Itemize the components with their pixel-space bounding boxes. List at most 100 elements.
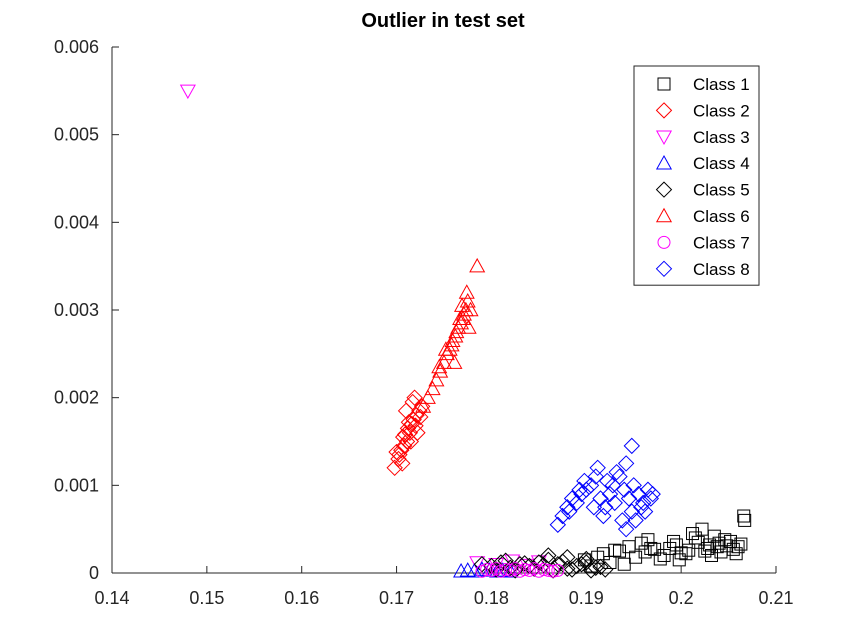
data-point	[459, 562, 476, 577]
data-point	[595, 507, 612, 525]
data-point	[437, 341, 454, 356]
data-point	[627, 512, 644, 529]
data-point	[404, 393, 421, 411]
legend-label: Class 1	[693, 75, 750, 94]
legend-marker	[655, 154, 673, 170]
x-tick-label: 0.21	[758, 588, 793, 608]
data-point	[641, 533, 655, 547]
data-point	[688, 531, 702, 545]
data-point	[737, 509, 751, 523]
data-point	[480, 562, 494, 576]
y-tick-label: 0.002	[54, 388, 99, 408]
data-point	[448, 323, 465, 339]
legend-label: Class 7	[693, 233, 750, 252]
data-point	[431, 358, 448, 374]
data-point	[424, 380, 441, 396]
data-point	[592, 558, 609, 576]
data-point	[726, 542, 740, 556]
series-7	[475, 562, 565, 578]
data-point	[644, 485, 661, 503]
data-point	[419, 389, 436, 404]
y-tick-label: 0.004	[54, 212, 99, 232]
data-point	[674, 546, 688, 560]
legend-box	[633, 65, 760, 286]
data-point	[625, 477, 642, 494]
data-point	[634, 536, 648, 550]
legend-label: Class 4	[693, 154, 750, 173]
data-point	[612, 544, 626, 558]
data-point	[639, 481, 657, 498]
data-point	[695, 522, 709, 536]
data-point	[499, 562, 513, 576]
data-point	[469, 257, 486, 273]
data-point	[573, 485, 590, 503]
x-tick-label: 0.17	[379, 588, 414, 608]
legend-marker	[655, 207, 673, 223]
data-point	[452, 310, 469, 326]
data-point	[549, 516, 567, 533]
data-point	[466, 563, 483, 578]
chart-title: Outlier in test set	[361, 10, 525, 32]
data-point	[738, 513, 752, 527]
data-point	[592, 490, 609, 507]
data-points	[179, 84, 752, 579]
data-point	[407, 417, 424, 434]
data-point	[530, 554, 548, 571]
data-point	[559, 549, 576, 566]
data-point	[453, 563, 470, 578]
data-point	[394, 455, 411, 472]
data-point	[598, 472, 616, 490]
data-point	[617, 455, 635, 472]
data-point	[617, 520, 635, 538]
data-point	[460, 319, 477, 334]
data-point	[672, 553, 686, 567]
series-3	[179, 84, 547, 574]
data-point	[537, 562, 551, 576]
data-point	[559, 499, 576, 516]
data-point	[712, 536, 726, 550]
data-point	[568, 494, 586, 512]
data-point	[578, 554, 595, 571]
data-point	[731, 540, 745, 554]
data-point	[642, 490, 659, 507]
data-point	[413, 398, 431, 415]
data-point	[412, 408, 429, 426]
data-point	[551, 563, 565, 577]
data-point	[388, 443, 405, 461]
data-point	[447, 328, 464, 343]
data-point	[663, 541, 677, 555]
data-point	[541, 563, 555, 577]
data-point	[614, 512, 631, 529]
data-point	[617, 557, 631, 571]
data-point	[578, 550, 595, 568]
series-2	[386, 389, 431, 477]
data-point	[406, 389, 423, 406]
data-point	[636, 503, 654, 520]
data-point	[549, 556, 567, 573]
data-point	[487, 561, 505, 578]
series-6	[415, 257, 486, 413]
data-point	[492, 554, 510, 571]
data-point	[395, 437, 413, 455]
data-point	[686, 527, 700, 541]
x-tick-label: 0.15	[189, 588, 224, 608]
data-point	[446, 354, 463, 369]
data-point	[453, 297, 471, 312]
x-tick-label: 0.18	[474, 588, 509, 608]
y-tick-label: 0.005	[54, 125, 99, 145]
legend-marker	[655, 260, 673, 278]
data-point	[669, 538, 683, 552]
data-point	[546, 564, 560, 578]
data-point	[585, 499, 603, 516]
data-point	[629, 550, 643, 564]
data-point	[667, 534, 681, 548]
y-tick-label: 0.003	[54, 300, 99, 320]
data-point	[601, 485, 619, 503]
data-point	[648, 542, 662, 556]
data-point	[734, 537, 748, 551]
legend-marker	[657, 77, 671, 91]
data-point	[415, 398, 432, 413]
data-point	[623, 503, 641, 520]
data-point	[587, 559, 604, 576]
data-point	[561, 503, 578, 520]
